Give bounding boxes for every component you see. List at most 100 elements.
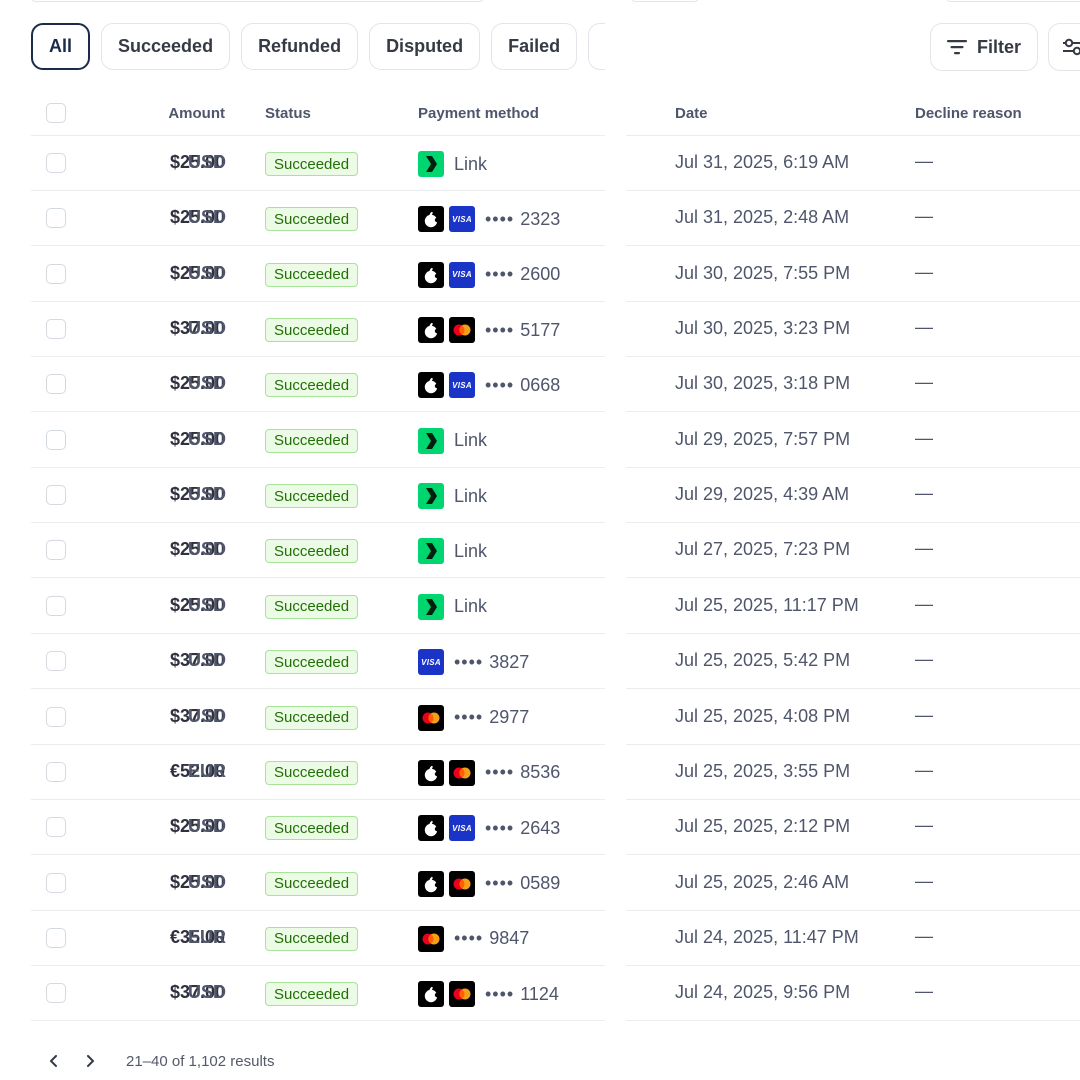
link-logo-icon [418,483,444,510]
column-header-amount[interactable]: Amount [168,105,225,122]
decline-reason: — [915,538,933,559]
row-checkbox[interactable] [46,983,66,1004]
tab-refunded[interactable]: Refunded [241,23,359,70]
table-row[interactable]: Jul 31, 2025, 2:48 AM — [626,191,1080,247]
payment-method-label: •••• 2977 [454,707,529,728]
table-row[interactable]: Jul 25, 2025, 2:12 PM — [626,800,1080,856]
table-row[interactable]: $25.00 USD Succeeded VISA •••• 2643 [31,800,605,856]
column-header-payment-method[interactable]: Payment method [418,105,539,122]
table-row[interactable]: €35.00 EUR Succeeded •••• 9847 [31,911,605,966]
payment-date: Jul 24, 2025, 11:47 PM [675,926,859,947]
decline-reason: — [915,870,933,891]
row-checkbox[interactable] [46,872,66,893]
row-checkbox[interactable] [46,208,66,229]
row-checkbox[interactable] [46,927,66,948]
table-header: Amount Status Payment method [31,92,605,136]
row-checkbox[interactable] [46,374,66,395]
tab-succeeded[interactable]: Succeeded [101,23,231,70]
table-row[interactable]: $25.00 USD Succeeded VISA •••• 2600 [31,247,605,302]
table-row[interactable]: $25.00 USD Succeeded Link [31,413,605,468]
filter-button[interactable]: Filter [930,23,1038,71]
table-row[interactable]: Jul 25, 2025, 2:46 AM — [626,856,1080,911]
tab-uncaptured[interactable]: Un [588,23,605,70]
payment-method: VISA •••• 2643 [418,815,561,842]
table-row[interactable]: Jul 25, 2025, 11:17 PM — [626,579,1080,634]
chevron-left-icon [50,1055,57,1067]
table-row[interactable]: $37.00 USD Succeeded •••• 2977 [31,690,605,745]
table-row[interactable]: Jul 24, 2025, 9:56 PM — [626,966,1080,1022]
status-badge: Succeeded [265,760,359,785]
status-badge: Succeeded [265,428,359,453]
table-row[interactable]: Jul 24, 2025, 11:47 PM — [626,911,1080,966]
row-checkbox[interactable] [46,761,66,782]
row-checkbox[interactable] [46,263,66,284]
table-row[interactable]: Jul 30, 2025, 7:55 PM — [626,247,1080,302]
column-header-date[interactable]: Date [675,105,708,122]
table-row[interactable]: $25.00 USD Succeeded Link [31,579,605,634]
tab-disputed[interactable]: Disputed [369,23,481,70]
column-header-status[interactable]: Status [265,105,311,122]
payment-method: •••• 9847 [418,925,529,952]
table-row[interactable]: Jul 27, 2025, 7:23 PM — [626,523,1080,579]
decline-reason: — [915,427,933,448]
payment-method-label: •••• 2323 [485,209,560,230]
table-row[interactable]: Jul 30, 2025, 3:18 PM — [626,357,1080,413]
row-checkbox[interactable] [46,540,66,561]
amount-value: $25.00 [169,484,225,505]
currency-code: EUR [188,760,227,781]
select-all-checkbox[interactable] [46,103,66,123]
row-checkbox[interactable] [46,706,66,727]
table-row[interactable]: $25.00 USD Succeeded VISA •••• 2323 [31,191,605,247]
table-row[interactable]: Jul 30, 2025, 3:23 PM — [626,302,1080,358]
decline-reason: — [915,981,933,1002]
payments-table-right: Filter Date Decline reason Jul 31, 2025,… [626,0,1080,1080]
tab-all[interactable]: All [31,23,91,70]
table-row[interactable]: €52.00 EUR Succeeded •••• 8536 [31,745,605,800]
status-badge: Succeeded [265,539,359,564]
masked-card-dots: •••• [485,762,515,783]
column-header-decline-reason[interactable]: Decline reason [915,105,1022,122]
masked-card-dots: •••• [485,208,515,229]
table-row[interactable]: Jul 29, 2025, 4:39 AM — [626,468,1080,524]
decline-reason: — [915,759,933,780]
previous-page-button[interactable] [42,1049,66,1073]
row-checkbox[interactable] [46,651,66,672]
payment-method: Link [418,151,487,177]
card-last4: 2643 [520,817,561,838]
table-row[interactable]: $25.00 USD Succeeded Link [31,136,605,191]
table-row[interactable]: Jul 25, 2025, 4:08 PM — [626,690,1080,745]
payment-date: Jul 25, 2025, 3:55 PM [675,760,851,781]
next-page-button[interactable] [78,1049,102,1073]
table-row[interactable]: Jul 25, 2025, 5:42 PM — [626,634,1080,690]
table-row[interactable]: Jul 25, 2025, 3:55 PM — [626,745,1080,800]
table-row[interactable]: $25.00 USD Succeeded Link [31,468,605,524]
row-checkbox[interactable] [46,817,66,838]
decline-reason: — [915,815,933,836]
link-logo-icon [418,538,444,565]
row-checkbox[interactable] [46,485,66,506]
row-checkbox[interactable] [46,429,66,450]
apple-pay-icon [418,981,444,1008]
currency-code: USD [188,594,227,615]
payment-method: Link [418,427,487,454]
table-row[interactable]: $25.00 USD Succeeded VISA •••• 0668 [31,357,605,413]
table-row[interactable]: Jul 31, 2025, 6:19 AM — [626,136,1080,191]
payment-method-label: •••• 2600 [485,264,560,285]
status-badge: Succeeded [265,207,359,232]
table-row[interactable]: $37.00 USD Succeeded •••• 5177 [31,302,605,358]
tab-failed[interactable]: Failed [491,23,578,70]
table-row[interactable]: $37.00 USD Succeeded VISA •••• 3827 [31,634,605,690]
table-row[interactable]: $25.00 USD Succeeded •••• 0589 [31,856,605,911]
table-row[interactable]: Jul 29, 2025, 7:57 PM — [626,413,1080,468]
row-checkbox[interactable] [46,319,66,340]
payment-method: •••• 2977 [418,704,529,731]
table-row[interactable]: $37.00 USD Succeeded •••• 1124 [31,966,605,1022]
payment-method-label: •••• 1124 [485,984,559,1005]
currency-code: USD [188,428,227,449]
row-checkbox[interactable] [46,153,66,173]
column-settings-button[interactable] [1048,23,1080,71]
table-row[interactable]: $25.00 USD Succeeded Link [31,523,605,579]
row-checkbox[interactable] [46,595,66,616]
payment-method-label: •••• 8536 [485,762,560,783]
currency-code: USD [188,650,227,671]
